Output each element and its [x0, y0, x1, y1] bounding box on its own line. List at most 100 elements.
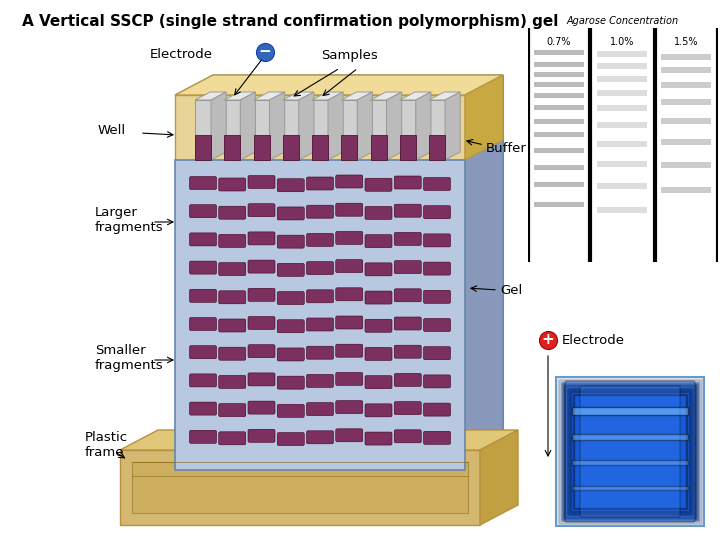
FancyBboxPatch shape [365, 319, 392, 332]
FancyBboxPatch shape [423, 431, 451, 444]
FancyBboxPatch shape [534, 71, 584, 77]
FancyBboxPatch shape [336, 232, 363, 245]
FancyBboxPatch shape [423, 262, 451, 275]
FancyBboxPatch shape [423, 347, 451, 360]
FancyBboxPatch shape [189, 318, 217, 330]
FancyBboxPatch shape [395, 232, 421, 245]
FancyBboxPatch shape [574, 395, 686, 508]
Text: A Vertical SSCP (single strand confirmation polymorphism) gel: A Vertical SSCP (single strand confirmat… [22, 14, 558, 29]
FancyBboxPatch shape [534, 132, 584, 137]
Polygon shape [429, 92, 460, 100]
FancyBboxPatch shape [572, 407, 688, 415]
Text: Well: Well [98, 124, 126, 137]
FancyBboxPatch shape [562, 383, 698, 520]
Polygon shape [175, 75, 503, 95]
FancyBboxPatch shape [597, 161, 647, 167]
Polygon shape [253, 92, 284, 100]
FancyBboxPatch shape [570, 391, 690, 512]
FancyBboxPatch shape [572, 460, 688, 465]
Polygon shape [357, 92, 372, 160]
FancyBboxPatch shape [661, 99, 711, 105]
FancyBboxPatch shape [248, 288, 275, 301]
FancyBboxPatch shape [559, 380, 701, 523]
Polygon shape [175, 95, 465, 160]
Polygon shape [371, 100, 387, 160]
FancyBboxPatch shape [365, 347, 392, 361]
FancyBboxPatch shape [568, 389, 692, 514]
FancyBboxPatch shape [395, 317, 421, 330]
Polygon shape [253, 100, 269, 160]
FancyBboxPatch shape [597, 122, 647, 128]
FancyBboxPatch shape [365, 263, 392, 276]
Polygon shape [341, 100, 357, 160]
Polygon shape [341, 135, 357, 160]
FancyBboxPatch shape [395, 261, 421, 274]
FancyBboxPatch shape [189, 402, 217, 415]
FancyBboxPatch shape [661, 139, 711, 145]
FancyBboxPatch shape [189, 177, 217, 190]
Polygon shape [211, 92, 226, 160]
Polygon shape [175, 75, 503, 95]
FancyBboxPatch shape [423, 375, 451, 388]
FancyBboxPatch shape [661, 54, 711, 60]
Polygon shape [312, 135, 328, 160]
FancyBboxPatch shape [597, 105, 647, 111]
FancyBboxPatch shape [219, 291, 246, 304]
FancyBboxPatch shape [277, 207, 305, 220]
FancyBboxPatch shape [534, 82, 584, 86]
FancyBboxPatch shape [219, 234, 246, 247]
FancyBboxPatch shape [395, 176, 421, 189]
FancyBboxPatch shape [248, 316, 275, 329]
Polygon shape [400, 135, 415, 160]
FancyBboxPatch shape [307, 346, 333, 359]
FancyBboxPatch shape [365, 432, 392, 445]
Text: 1.5%: 1.5% [674, 37, 698, 47]
FancyBboxPatch shape [307, 233, 333, 246]
FancyBboxPatch shape [534, 92, 584, 98]
FancyBboxPatch shape [219, 375, 246, 388]
FancyBboxPatch shape [395, 373, 421, 387]
FancyBboxPatch shape [307, 177, 333, 190]
Polygon shape [195, 92, 226, 100]
FancyBboxPatch shape [597, 51, 647, 57]
FancyBboxPatch shape [565, 387, 695, 517]
FancyBboxPatch shape [395, 289, 421, 302]
Text: 0.7%: 0.7% [546, 37, 571, 47]
FancyBboxPatch shape [597, 90, 647, 96]
FancyBboxPatch shape [572, 393, 688, 511]
FancyBboxPatch shape [423, 206, 451, 219]
FancyBboxPatch shape [395, 430, 421, 443]
Polygon shape [120, 430, 518, 450]
Polygon shape [283, 92, 314, 100]
Polygon shape [429, 135, 445, 160]
FancyBboxPatch shape [219, 178, 246, 191]
FancyBboxPatch shape [572, 394, 688, 509]
FancyBboxPatch shape [597, 183, 647, 189]
FancyBboxPatch shape [661, 82, 711, 88]
Polygon shape [312, 92, 343, 100]
Polygon shape [283, 100, 299, 160]
FancyBboxPatch shape [307, 261, 333, 275]
Polygon shape [465, 75, 503, 160]
FancyBboxPatch shape [277, 376, 305, 389]
Polygon shape [195, 135, 211, 160]
Polygon shape [269, 92, 284, 160]
FancyBboxPatch shape [336, 175, 363, 188]
FancyBboxPatch shape [336, 429, 363, 442]
FancyBboxPatch shape [565, 381, 695, 522]
Text: 1000 bp: 1000 bp [558, 181, 593, 191]
Polygon shape [132, 462, 468, 513]
FancyBboxPatch shape [189, 346, 217, 359]
Polygon shape [480, 430, 518, 525]
FancyBboxPatch shape [534, 165, 584, 170]
Text: Agarose Concentration: Agarose Concentration [567, 16, 679, 26]
Polygon shape [120, 450, 480, 525]
FancyBboxPatch shape [661, 118, 711, 124]
FancyBboxPatch shape [661, 187, 711, 193]
Polygon shape [465, 75, 503, 470]
Text: Gel: Gel [500, 284, 522, 296]
FancyBboxPatch shape [336, 288, 363, 301]
FancyBboxPatch shape [569, 390, 691, 513]
FancyBboxPatch shape [277, 320, 305, 333]
FancyBboxPatch shape [219, 262, 246, 275]
